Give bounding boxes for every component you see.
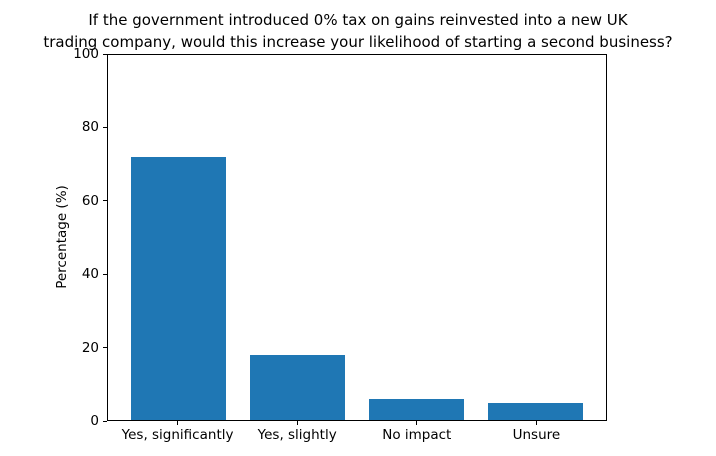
x-tick-label-yes-significantly: Yes, significantly <box>121 427 234 443</box>
bars-group <box>108 55 606 420</box>
y-tick-label-100: 100 <box>73 46 99 62</box>
x-tick-label-yes-slightly: Yes, slightly <box>257 427 337 443</box>
y-tick-label-60: 60 <box>81 192 99 209</box>
y-tick-mark-80 <box>103 126 107 128</box>
chart-title-line1: If the government introduced 0% tax on g… <box>88 11 628 29</box>
x-tick-mark-yes-significantly <box>177 421 179 425</box>
x-tick-label-no-impact: No impact <box>382 427 452 443</box>
x-tick-mark-yes-slightly <box>296 421 298 425</box>
y-tick-label-0: 0 <box>90 413 99 429</box>
y-tick-mark-20 <box>103 347 107 349</box>
bar-no-impact <box>368 399 465 420</box>
y-tick-label-80: 80 <box>81 119 99 136</box>
x-tick-mark-unsure <box>535 421 537 425</box>
y-tick-label-40: 40 <box>81 266 99 283</box>
chart-title: If the government introduced 0% tax on g… <box>0 9 716 53</box>
y-tick-mark-40 <box>103 273 107 275</box>
y-tick-label-20: 20 <box>81 339 99 356</box>
bar-unsure <box>488 402 584 420</box>
x-tick-mark-no-impact <box>416 421 418 425</box>
y-tick-mark-0 <box>103 420 107 422</box>
y-tick-mark-100 <box>103 53 107 55</box>
bar-yes-slightly <box>249 355 346 420</box>
bar-yes-significantly <box>130 157 226 420</box>
chart-title-line2: trading company, would this increase you… <box>43 33 673 51</box>
plot-area <box>107 54 607 421</box>
y-tick-mark-60 <box>103 200 107 202</box>
x-tick-label-unsure: Unsure <box>512 427 561 443</box>
